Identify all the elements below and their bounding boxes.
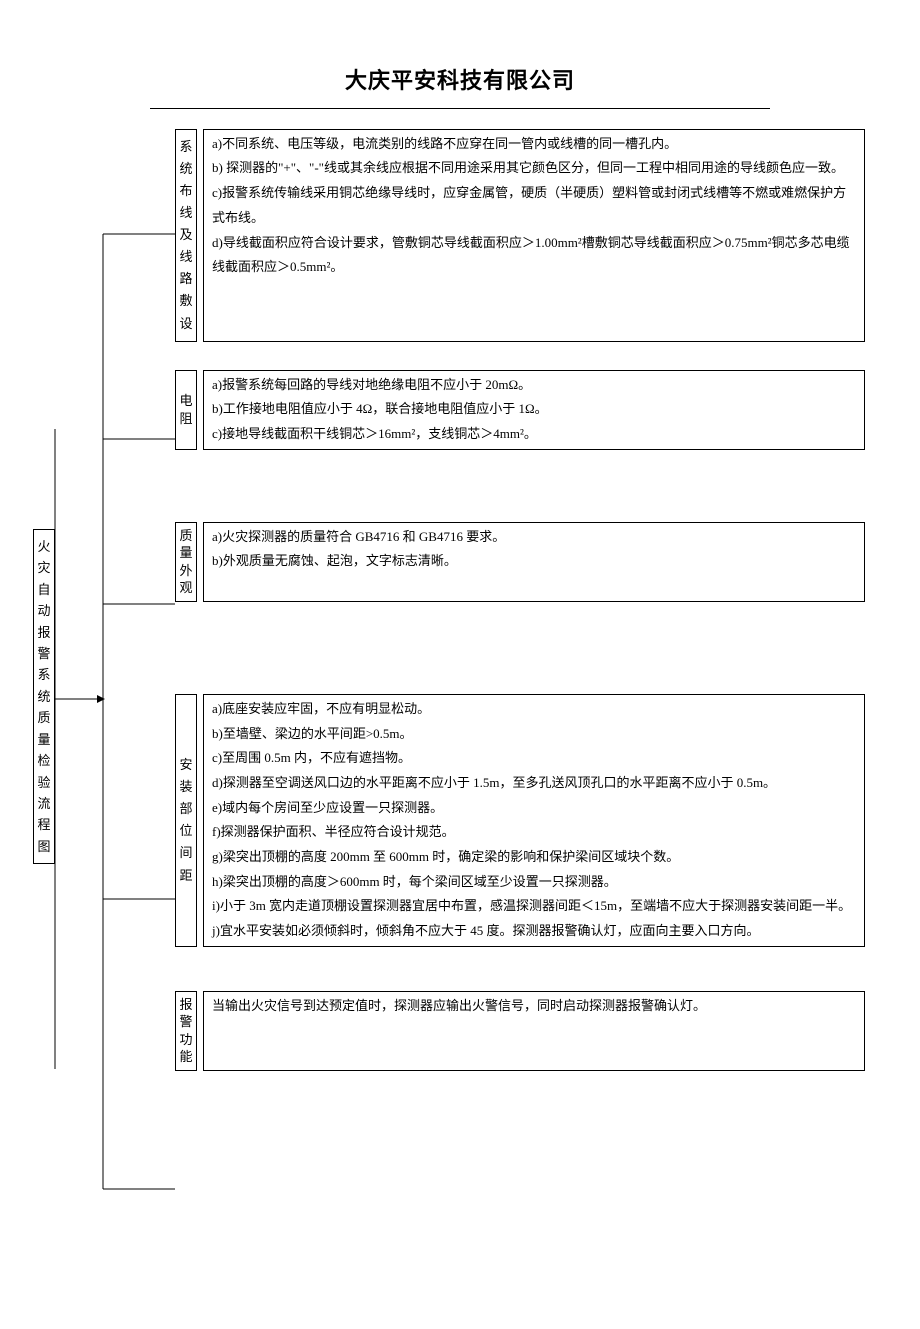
item: j)宜水平安装如必须倾斜时，倾斜角不应大于 45 度。探测器报警确认灯，应面向主… — [212, 919, 856, 944]
item: b)至墙壁、梁边的水平间距>0.5m。 — [212, 722, 856, 747]
section-label-alarm: 报警功能 — [175, 991, 197, 1071]
item: a)底座安装应牢固，不应有明显松动。 — [212, 697, 856, 722]
item: b)工作接地电阻值应小于 4Ω，联合接地电阻值应小于 1Ω。 — [212, 397, 856, 422]
section-body-install: a)底座安装应牢固，不应有明显松动。 b)至墙壁、梁边的水平间距>0.5m。 c… — [203, 694, 865, 947]
item: b) 探测器的"+"、"-"线或其余线应根据不同用途采用其它颜色区分，但同一工程… — [212, 156, 856, 181]
section-resistance: 电阻 a)报警系统每回路的导线对地绝缘电阻不应小于 20mΩ。 b)工作接地电阻… — [175, 370, 865, 450]
item: d)探测器至空调送风口边的水平距离不应小于 1.5m，至多孔送风顶孔口的水平距离… — [212, 771, 856, 796]
main-flow-title: 火灾自动报警系统质量检验流程图 — [33, 529, 55, 865]
item: f)探测器保护面积、半径应符合设计规范。 — [212, 820, 856, 845]
section-body-wiring: a)不同系统、电压等级，电流类别的线路不应穿在同一管内或线槽的同一槽孔内。 b)… — [203, 129, 865, 342]
item: c)接地导线截面积干线铜芯＞16mm²，支线铜芯＞4mm²。 — [212, 422, 856, 447]
section-quality: 质量外观 a)火灾探测器的质量符合 GB4716 和 GB4716 要求。 b)… — [175, 522, 865, 602]
section-install: 安装部位间距 a)底座安装应牢固，不应有明显松动。 b)至墙壁、梁边的水平间距>… — [175, 694, 865, 947]
main-flow-title-text: 火灾自动报警系统质量检验流程图 — [36, 536, 52, 858]
item: g)梁突出顶棚的高度 200mm 至 600mm 时，确定梁的影响和保护梁间区域… — [212, 845, 856, 870]
item: c)报警系统传输线采用铜芯绝缘导线时，应穿金属管，硬质（半硬质）塑料管或封闭式线… — [212, 181, 856, 230]
section-label-install: 安装部位间距 — [175, 694, 197, 947]
sections-column: 系统布线及线路敷设 a)不同系统、电压等级，电流类别的线路不应穿在同一管内或线槽… — [175, 129, 865, 1099]
section-label-wiring: 系统布线及线路敷设 — [175, 129, 197, 342]
header-underline — [150, 108, 770, 109]
item: h)梁突出顶棚的高度＞600mm 时，每个梁间区域至少设置一只探测器。 — [212, 870, 856, 895]
item: 当输出火灾信号到达预定值时，探测器应输出火警信号，同时启动探测器报警确认灯。 — [212, 994, 856, 1019]
section-alarm: 报警功能 当输出火灾信号到达预定值时，探测器应输出火警信号，同时启动探测器报警确… — [175, 991, 865, 1071]
content-area: 火灾自动报警系统质量检验流程图 系统布线及线路敷设 a)不同系统、电压等级，电流… — [55, 129, 865, 1099]
tree-column: 火灾自动报警系统质量检验流程图 — [55, 129, 175, 1099]
item: i)小于 3m 宽内走道顶棚设置探测器宜居中布置，感温探测器间距＜15m，至端墙… — [212, 894, 856, 919]
item: b)外观质量无腐蚀、起泡，文字标志清晰。 — [212, 549, 856, 574]
item: c)至周围 0.5m 内，不应有遮挡物。 — [212, 746, 856, 771]
section-label-quality: 质量外观 — [175, 522, 197, 602]
page-root: 大庆平安科技有限公司 — [0, 0, 920, 1139]
item: a)不同系统、电压等级，电流类别的线路不应穿在同一管内或线槽的同一槽孔内。 — [212, 132, 856, 157]
header: 大庆平安科技有限公司 — [55, 60, 865, 109]
item: a)报警系统每回路的导线对地绝缘电阻不应小于 20mΩ。 — [212, 373, 856, 398]
section-body-quality: a)火灾探测器的质量符合 GB4716 和 GB4716 要求。 b)外观质量无… — [203, 522, 865, 602]
item: e)域内每个房间至少应设置一只探测器。 — [212, 796, 856, 821]
item: d)导线截面积应符合设计要求，管敷铜芯导线截面积应＞1.00mm²槽敷铜芯导线截… — [212, 231, 856, 280]
section-label-resistance: 电阻 — [175, 370, 197, 450]
section-body-resistance: a)报警系统每回路的导线对地绝缘电阻不应小于 20mΩ。 b)工作接地电阻值应小… — [203, 370, 865, 450]
company-title: 大庆平安科技有限公司 — [55, 60, 865, 102]
tree-connectors — [55, 129, 175, 1329]
section-wiring: 系统布线及线路敷设 a)不同系统、电压等级，电流类别的线路不应穿在同一管内或线槽… — [175, 129, 865, 342]
item: a)火灾探测器的质量符合 GB4716 和 GB4716 要求。 — [212, 525, 856, 550]
section-body-alarm: 当输出火灾信号到达预定值时，探测器应输出火警信号，同时启动探测器报警确认灯。 — [203, 991, 865, 1071]
